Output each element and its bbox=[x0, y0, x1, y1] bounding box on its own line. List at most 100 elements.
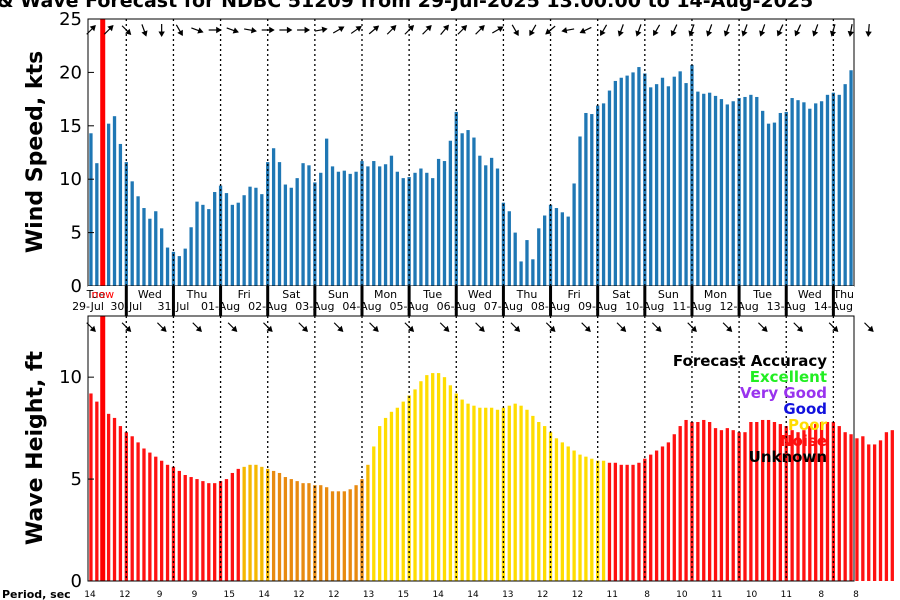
wave-direction-arrow bbox=[263, 322, 273, 332]
wave-bar bbox=[442, 377, 447, 581]
day-name-label: Mon bbox=[374, 288, 397, 301]
day-name-label: Wed bbox=[138, 288, 162, 301]
day-separator bbox=[124, 286, 128, 316]
wave-bar bbox=[342, 491, 346, 581]
wind-direction-arrow bbox=[386, 25, 397, 35]
wind-bar bbox=[625, 75, 629, 286]
wind-bar bbox=[672, 76, 676, 286]
wind-bar bbox=[413, 172, 417, 286]
wave-bar bbox=[725, 428, 729, 581]
day-separator bbox=[643, 286, 647, 316]
wind-bar bbox=[631, 72, 635, 287]
wind-direction-arrow bbox=[545, 25, 556, 35]
wave-bar bbox=[531, 415, 535, 581]
wind-bar bbox=[802, 102, 806, 286]
wave-bar bbox=[360, 479, 364, 581]
period-value: 12 bbox=[572, 590, 583, 600]
wave-bar bbox=[366, 464, 370, 581]
wave-bar bbox=[106, 413, 111, 581]
wind-direction-arrow bbox=[706, 24, 713, 37]
wave-bar bbox=[684, 419, 688, 581]
wave-bar bbox=[749, 422, 753, 581]
wave-bar bbox=[790, 430, 794, 581]
wave-bar bbox=[796, 432, 800, 581]
wind-ylabel: Wind Speed, kts bbox=[23, 51, 48, 253]
wave-bar bbox=[160, 460, 164, 581]
wave-bar bbox=[431, 373, 435, 581]
wind-bar bbox=[778, 112, 782, 286]
wind-bar bbox=[295, 178, 299, 286]
wave-bar bbox=[378, 426, 382, 581]
wind-bar bbox=[148, 218, 152, 286]
wind-bar bbox=[843, 84, 847, 286]
wind-direction-arrow bbox=[440, 24, 449, 35]
wave-bar bbox=[95, 401, 99, 581]
day-separator bbox=[219, 286, 223, 316]
wind-bar bbox=[442, 161, 447, 286]
date-label: 04-Aug bbox=[342, 300, 381, 313]
day-separator bbox=[596, 286, 600, 316]
day-separator bbox=[831, 286, 835, 316]
wind-bar bbox=[142, 208, 146, 286]
wind-bar bbox=[407, 177, 411, 286]
wave-bar bbox=[401, 401, 405, 581]
wind-bar bbox=[702, 93, 706, 286]
wave-bar bbox=[489, 407, 494, 581]
wave-bar bbox=[890, 430, 894, 581]
date-label: 03-Aug bbox=[295, 300, 334, 313]
wave-bar bbox=[713, 428, 718, 581]
wave-bar bbox=[619, 464, 623, 581]
wave-direction-arrow bbox=[687, 322, 697, 332]
wind-bar bbox=[171, 251, 176, 286]
wave-bar bbox=[472, 405, 476, 581]
wind-bar bbox=[684, 83, 688, 286]
wave-direction-arrow bbox=[793, 322, 803, 332]
wind-bar bbox=[260, 194, 264, 286]
wind-bar bbox=[207, 209, 211, 286]
wind-bar bbox=[566, 216, 570, 286]
wind-bar bbox=[696, 91, 700, 287]
wind-bar bbox=[649, 87, 653, 287]
wave-direction-arrow bbox=[616, 322, 627, 332]
wind-bar bbox=[378, 166, 382, 286]
period-value: 8 bbox=[818, 590, 824, 600]
wave-bar bbox=[755, 422, 759, 581]
wave-direction-arrow bbox=[404, 322, 415, 332]
wave-bar bbox=[660, 446, 665, 581]
wave-bar bbox=[283, 477, 288, 581]
date-label: 02-Aug bbox=[248, 300, 287, 313]
wave-bar bbox=[772, 422, 777, 581]
wave-direction-arrow bbox=[510, 322, 521, 332]
period-value: 15 bbox=[224, 590, 235, 600]
period-value: 14 bbox=[432, 590, 444, 600]
wave-bar bbox=[637, 462, 641, 581]
wind-bar bbox=[837, 94, 841, 286]
wind-bar bbox=[431, 178, 435, 286]
wind-bar bbox=[766, 123, 771, 286]
wind-bar bbox=[130, 181, 134, 286]
wind-direction-arrow bbox=[86, 25, 96, 35]
day-name-label: Tue bbox=[86, 288, 106, 301]
wave-bar bbox=[643, 458, 647, 581]
wave-bar bbox=[230, 472, 235, 581]
wind-direction-arrow bbox=[529, 24, 537, 37]
wind-direction-arrow bbox=[635, 24, 642, 37]
wave-bar bbox=[466, 403, 470, 581]
wind-direction-arrow bbox=[829, 24, 837, 37]
day-name-label: Thu bbox=[516, 288, 538, 301]
wave-bar bbox=[207, 483, 211, 581]
wind-bar bbox=[489, 157, 494, 286]
wave-direction-arrow bbox=[121, 322, 132, 332]
wave-bar bbox=[201, 481, 205, 581]
wind-bar bbox=[725, 104, 729, 286]
day-separator bbox=[549, 286, 553, 316]
wave-bar bbox=[596, 460, 600, 581]
wave-bar bbox=[743, 432, 747, 581]
wind-direction-arrow bbox=[297, 26, 311, 34]
wave-bar bbox=[855, 438, 859, 581]
date-label: 14-Aug bbox=[814, 300, 853, 313]
wave-bar bbox=[395, 407, 399, 581]
wind-bar bbox=[819, 101, 824, 287]
wind-bar bbox=[578, 136, 582, 286]
period-value: 15 bbox=[398, 590, 409, 600]
